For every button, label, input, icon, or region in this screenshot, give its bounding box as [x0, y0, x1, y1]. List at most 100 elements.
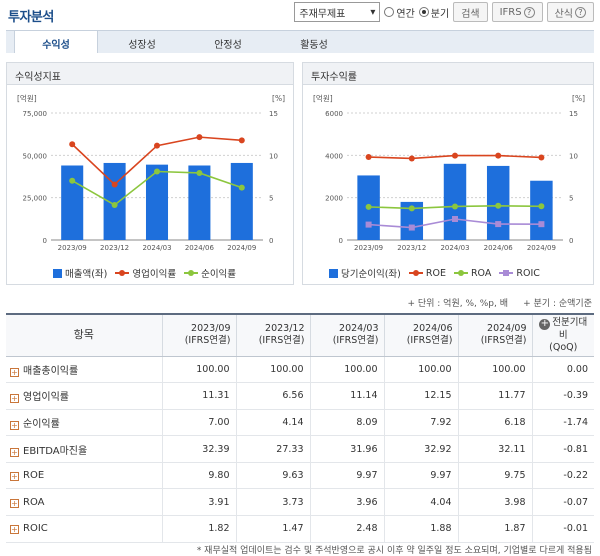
- cell-value: 12.15: [384, 382, 459, 410]
- expand-plus-icon[interactable]: +: [10, 447, 19, 457]
- ifrs-label: IFRS: [499, 6, 522, 18]
- formula-help-button[interactable]: 산식 ?: [546, 2, 594, 22]
- radio-quarter[interactable]: 분기: [418, 5, 449, 20]
- expand-plus-icon[interactable]: +: [10, 525, 19, 535]
- cell-value: 3.91: [162, 488, 237, 517]
- cell-value: 4.14: [236, 409, 311, 437]
- profitability-table: 항목 2023/09 (IFRS연결) 2023/12 (IFRS연결) 2024/…: [6, 313, 594, 543]
- x-tick-label: 2024/03: [440, 244, 469, 252]
- cell-value: 1.82: [162, 515, 237, 543]
- header-period-1: 2023/12 (IFRS연결): [236, 314, 311, 357]
- row-label[interactable]: + 순이익률: [6, 409, 163, 437]
- tab-profitability[interactable]: 수익성: [14, 30, 98, 53]
- cell-value: 11.77: [458, 382, 533, 410]
- expand-plus-icon[interactable]: +: [10, 498, 19, 508]
- search-button[interactable]: 검색: [453, 2, 488, 22]
- cell-value: 100.00: [384, 356, 459, 384]
- expand-plus-icon[interactable]: +: [539, 318, 551, 330]
- legend-net-income-label: 당기순이익(좌): [341, 269, 401, 280]
- header-change-2: (QoQ): [549, 341, 578, 353]
- profitability-chart: [억원] [%] 75,000 15 50,000 10 25,000 5 0 0 2023/09 2…: [17, 94, 285, 252]
- expand-plus-icon[interactable]: +: [10, 367, 19, 377]
- row-label[interactable]: + ROE: [6, 462, 163, 490]
- chart-point: [196, 169, 203, 176]
- header-period-basis: (IFRS연결): [258, 335, 305, 347]
- row-label[interactable]: + ROA: [6, 488, 163, 517]
- header-period-date: 2023/09: [191, 323, 231, 335]
- x-tick-label: 2023/12: [397, 244, 426, 252]
- legend-roa-label: ROA: [470, 267, 492, 279]
- y-tick-right: 5: [569, 195, 573, 203]
- chart-point: [495, 221, 502, 228]
- cell-value: 100.00: [162, 356, 237, 384]
- row-label[interactable]: + ROIC: [6, 515, 163, 543]
- cell-value: 100.00: [458, 356, 533, 384]
- row-label-text: 매출총이익률: [23, 365, 79, 377]
- expand-plus-icon[interactable]: +: [10, 472, 19, 482]
- chart-point: [154, 168, 160, 175]
- table-row: + 매출총이익률 100.00 100.00 100.00 100.00 100.00 0.0…: [6, 356, 594, 384]
- expand-plus-icon[interactable]: +: [10, 394, 19, 404]
- y-tick-right: 5: [269, 195, 273, 203]
- cell-value: 9.63: [236, 462, 311, 490]
- tab-activity[interactable]: 활동성: [300, 40, 328, 51]
- row-label[interactable]: + 영업이익률: [6, 382, 163, 410]
- cell-value: 100.00: [236, 356, 311, 384]
- chart-point: [408, 155, 415, 162]
- header-period-date: 2024/03: [339, 323, 379, 335]
- legend-roic: ROIC: [499, 268, 540, 279]
- cell-value: 4.04: [384, 488, 459, 517]
- legend-line-swatch: [115, 270, 130, 276]
- axis-unit-left: [억원]: [313, 94, 333, 103]
- header-period-basis: (IFRS연결): [480, 335, 527, 347]
- radio-quarter-dot[interactable]: [418, 7, 429, 17]
- ifrs-help-button[interactable]: IFRS ?: [491, 2, 543, 22]
- row-label-text: ROE: [23, 470, 45, 482]
- chart-bar: [530, 180, 553, 240]
- radio-annual-dot[interactable]: [384, 7, 395, 17]
- cell-change: -0.01: [532, 515, 594, 543]
- y-tick-left: 2000: [325, 195, 343, 203]
- header-period-date: 2023/12: [265, 323, 305, 335]
- y-tick-right: 0: [269, 237, 273, 245]
- cell-value: 6.18: [458, 409, 533, 437]
- table-row: + 순이익률 7.00 4.14 8.09 7.92 6.18 -1.74: [6, 409, 594, 437]
- x-tick-label: 2024/09: [227, 244, 256, 252]
- cell-value: 3.96: [310, 488, 385, 517]
- expand-plus-icon[interactable]: +: [10, 420, 19, 430]
- page-title: 투자분석: [8, 10, 54, 25]
- table-row: + ROE 9.80 9.63 9.97 9.97 9.75 -0.22: [6, 462, 594, 490]
- tab-growth[interactable]: 성장성: [128, 40, 156, 51]
- returns-chart: [억원] [%] 6000 15 4000 10 2000 5 0 0 2023/09 2023/12…: [313, 94, 585, 252]
- table-row: + 영업이익률 11.31 6.56 11.14 12.15 11.77 -0.39: [6, 382, 594, 410]
- returns-legend: 당기순이익(좌) ROE ROA ROIC: [329, 266, 540, 280]
- tab-stability[interactable]: 안정성: [214, 40, 242, 51]
- chart-point: [69, 177, 76, 184]
- cell-value: 32.39: [162, 435, 237, 463]
- chart-bar: [188, 165, 211, 240]
- cell-value: 27.33: [236, 435, 311, 463]
- legend-revenue-label: 매출액(좌): [65, 269, 108, 280]
- x-tick-label: 2023/09: [354, 244, 383, 252]
- row-label[interactable]: + EBITDA마진율: [6, 435, 163, 463]
- cell-change: -0.81: [532, 435, 594, 463]
- legend-net-income: 당기순이익(좌): [329, 266, 401, 280]
- chart-point: [495, 202, 502, 209]
- cell-value: 9.97: [310, 462, 385, 490]
- header-period-date: 2024/09: [487, 323, 527, 335]
- formula-label: 산식: [554, 8, 573, 20]
- cell-change: 0.00: [532, 356, 594, 384]
- table-row: + ROA 3.91 3.73 3.96 4.04 3.98 -0.07: [6, 488, 594, 517]
- cell-change: -0.07: [532, 488, 594, 517]
- header-period-4: 2024/09 (IFRS연결): [458, 314, 533, 357]
- y-tick-left: 75,000: [23, 110, 48, 118]
- radio-annual[interactable]: 연간: [384, 5, 415, 20]
- y-tick-right: 10: [569, 152, 578, 160]
- legend-net-margin: 순이익률: [184, 266, 236, 280]
- row-label[interactable]: + 매출총이익률: [6, 356, 163, 384]
- legend-operating-margin: 영업이익률: [115, 266, 176, 280]
- chart-point: [238, 184, 245, 191]
- row-label-text: ROIC: [23, 523, 48, 535]
- statement-select[interactable]: 주재무제표 ▾: [294, 2, 381, 22]
- row-label-text: ROA: [23, 496, 45, 508]
